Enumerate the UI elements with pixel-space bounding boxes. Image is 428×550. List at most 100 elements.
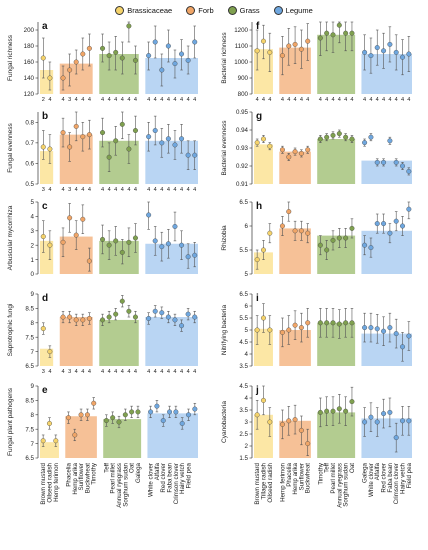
bar-g-forb: [279, 151, 311, 184]
data-point: [78, 412, 84, 418]
x-label-left: Red clover: [160, 463, 167, 493]
data-point: [110, 415, 116, 421]
bar-f-brassicaceae: [254, 49, 273, 94]
data-point: [400, 54, 406, 60]
y-tick-label-i: 4.5: [239, 339, 248, 346]
data-point: [279, 147, 285, 153]
n-label: 4: [369, 97, 372, 103]
data-point: [349, 30, 355, 36]
y-tick-label-j: 4.5: [239, 383, 248, 390]
data-point: [381, 328, 387, 334]
y-tick-label-f: 800: [238, 91, 249, 98]
data-point: [126, 146, 132, 152]
legend: Brassicaceae Forb Grass Legume: [0, 3, 428, 17]
data-point: [381, 48, 387, 54]
data-point: [298, 427, 304, 433]
data-point: [260, 136, 266, 142]
data-point: [152, 128, 158, 134]
n-label: 4: [101, 369, 104, 375]
n-label: 4: [287, 97, 290, 103]
data-point: [393, 331, 399, 337]
n-label: 4: [262, 97, 265, 103]
data-point: [324, 134, 330, 140]
n-label: 4: [154, 369, 157, 375]
data-point: [387, 138, 393, 144]
data-point: [286, 209, 292, 215]
y-tick-label-d: 8.5: [25, 306, 34, 313]
data-point: [103, 418, 109, 424]
n-label: 4: [180, 97, 183, 103]
data-point: [80, 134, 86, 140]
data-point: [47, 349, 53, 355]
bar-g-legume: [361, 160, 412, 184]
bar-a-grass: [99, 54, 139, 94]
data-point: [67, 314, 73, 320]
y-axis-label-e: Fungal plant pathogens: [7, 387, 14, 456]
panel-letter-a: a: [42, 21, 48, 32]
x-label-left: Alfalfa: [154, 462, 161, 480]
data-point: [324, 30, 330, 36]
n-label: 4: [300, 97, 303, 103]
n-label: 4: [407, 97, 410, 103]
data-point: [86, 45, 92, 51]
n-label: 4: [75, 97, 78, 103]
n-label: 4: [167, 369, 170, 375]
data-point: [40, 55, 46, 61]
panel-j: 1.5 2 2.5 3 3.5 4 4.5 Cyanobacteria j: [221, 383, 412, 462]
data-point: [185, 152, 191, 158]
data-point: [393, 218, 399, 224]
y-tick-label-d: 9: [31, 291, 35, 298]
x-label-right: Red clover: [381, 463, 388, 493]
n-label: 3: [68, 187, 71, 193]
y-tick-label-i: 6: [245, 303, 249, 310]
data-point: [129, 409, 135, 415]
y-tick-label-e: 8.5: [25, 398, 34, 405]
data-point: [406, 168, 412, 174]
data-point: [267, 230, 273, 236]
y-tick-label-d: 7.5: [25, 334, 34, 341]
data-point: [286, 154, 292, 160]
bar-j-legume: [361, 418, 412, 458]
n-label: 4: [160, 187, 163, 193]
bar-h-legume: [361, 230, 412, 274]
data-point: [343, 408, 349, 414]
data-point: [100, 317, 106, 323]
panel-g: 0.91 0.92 0.93 0.94 0.95 Bacterial evenness g: [221, 109, 412, 188]
data-point: [400, 223, 406, 229]
x-label-right: Buckwheat: [305, 463, 312, 494]
n-label: 4: [134, 187, 137, 193]
y-tick-label-j: 1.5: [239, 455, 248, 462]
y-axis-label-d: Saprotrophic fungi: [7, 304, 14, 357]
data-point: [362, 325, 368, 331]
bar-h-grass: [317, 235, 356, 274]
data-point: [72, 432, 78, 438]
data-point: [336, 406, 342, 412]
data-point: [179, 51, 185, 57]
data-point: [47, 146, 53, 152]
n-label: 2: [42, 97, 45, 103]
data-point: [159, 244, 165, 250]
data-point: [159, 140, 165, 146]
n-label: 4: [88, 369, 91, 375]
n-label: 4: [48, 369, 51, 375]
y-tick-label-g: 0.92: [236, 163, 249, 170]
y-tick-label-h: 6: [245, 223, 249, 230]
x-label-right: Hairy vetch: [400, 462, 407, 494]
y-tick-label-c: 1: [31, 257, 35, 264]
data-point: [113, 238, 119, 244]
data-point: [400, 163, 406, 169]
data-point: [73, 59, 79, 65]
n-label: 4: [294, 97, 297, 103]
bar-d-grass: [99, 319, 139, 366]
data-point: [343, 320, 349, 326]
y-tick-label-f: 1000: [234, 59, 248, 66]
data-point: [106, 53, 112, 59]
data-point: [324, 408, 330, 414]
data-point: [80, 317, 86, 323]
n-label: 4: [61, 187, 64, 193]
n-label: 4: [395, 97, 398, 103]
n-label: 4: [160, 369, 163, 375]
x-label-right: Timothy: [317, 462, 324, 485]
data-point: [305, 320, 311, 326]
